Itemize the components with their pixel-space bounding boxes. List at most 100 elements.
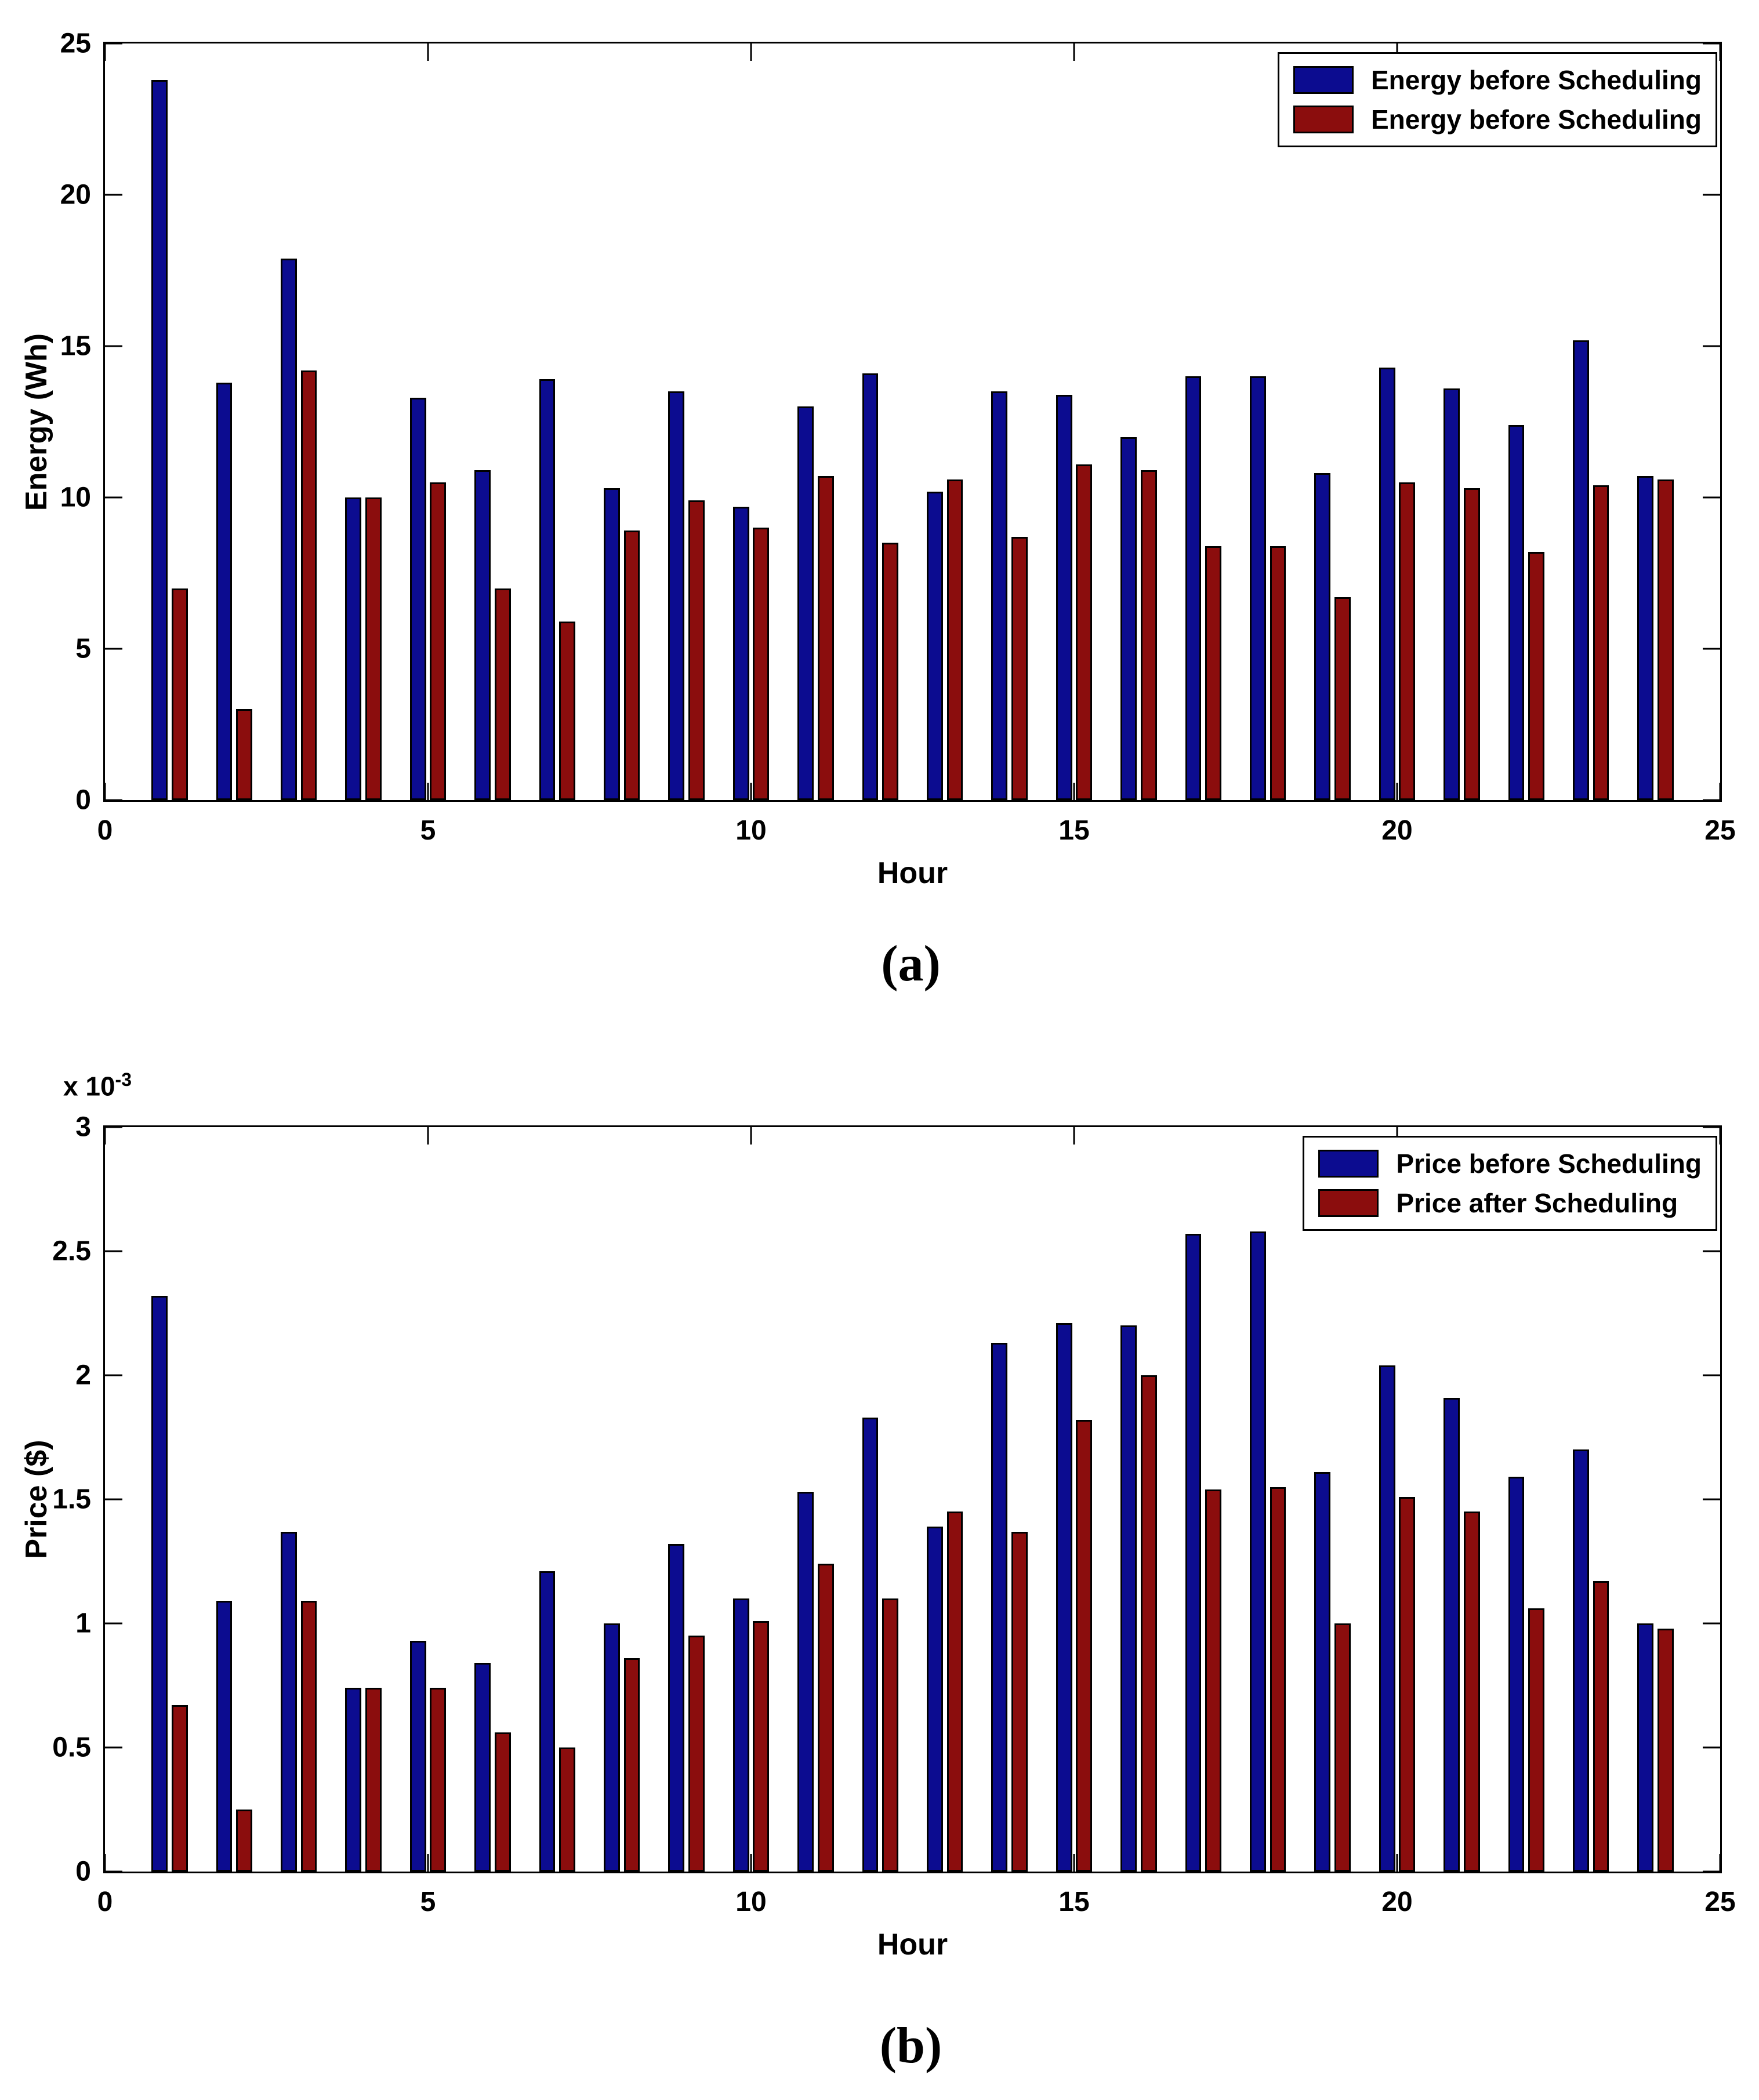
x-axis-tick bbox=[1719, 1127, 1721, 1145]
bar-b-hour4-after bbox=[365, 1688, 382, 1872]
bar-a-hour6-after bbox=[494, 588, 511, 800]
bar-b-hour19-after bbox=[1334, 1623, 1351, 1872]
y-axis-label-b: Price ($) bbox=[20, 1440, 53, 1559]
bar-a-hour12-after bbox=[882, 543, 898, 800]
legend-label: Price after Scheduling bbox=[1396, 1188, 1678, 1218]
y-tick-label: 0 bbox=[75, 784, 91, 816]
bar-b-hour8-before bbox=[604, 1623, 620, 1872]
bar-b-hour6-after bbox=[494, 1732, 511, 1872]
x-tick-label: 20 bbox=[1381, 815, 1413, 846]
y-tick-label: 0.5 bbox=[52, 1732, 91, 1763]
x-axis-tick bbox=[1719, 1854, 1721, 1872]
bar-b-hour16-after bbox=[1140, 1375, 1157, 1872]
x-tick-label: 5 bbox=[420, 1887, 436, 1917]
y-axis-tick bbox=[1703, 345, 1720, 347]
bar-a-hour13-after bbox=[946, 479, 963, 800]
x-axis-tick bbox=[427, 1854, 429, 1872]
bar-b-hour18-before bbox=[1250, 1231, 1266, 1872]
x-axis-tick bbox=[750, 1854, 752, 1872]
bar-a-hour12-before bbox=[862, 373, 879, 800]
bar-b-hour17-before bbox=[1185, 1234, 1202, 1872]
bar-a-hour24-after bbox=[1657, 479, 1674, 800]
legend-item: Price before Scheduling bbox=[1318, 1148, 1702, 1179]
bar-b-hour24-before bbox=[1637, 1623, 1654, 1872]
y-axis-tick bbox=[1703, 496, 1720, 499]
plot-area-b: x 10-3 Price ($) Hour Price before Sched… bbox=[20, 1069, 1736, 1961]
y-axis-tick bbox=[1703, 194, 1720, 196]
y-tick-label: 5 bbox=[75, 633, 91, 664]
bar-b-hour15-after bbox=[1076, 1420, 1093, 1872]
bar-b-hour15-before bbox=[1056, 1323, 1072, 1872]
bar-b-hour1-after bbox=[171, 1705, 188, 1872]
bar-a-hour17-before bbox=[1185, 376, 1202, 800]
x-tick-label: 25 bbox=[1704, 1887, 1736, 1917]
bar-a-hour16-after bbox=[1140, 470, 1157, 800]
bar-a-hour21-after bbox=[1463, 488, 1480, 800]
bar-a-hour3-after bbox=[300, 370, 317, 800]
bar-a-hour4-after bbox=[365, 497, 382, 800]
bar-a-hour18-before bbox=[1250, 376, 1266, 800]
panel-caption-a: (a) bbox=[881, 936, 941, 992]
y-tick-label: 10 bbox=[60, 482, 91, 513]
y-axis-tick bbox=[1703, 1250, 1720, 1252]
legend-label: Price before Scheduling bbox=[1396, 1149, 1702, 1179]
bar-a-hour14-after bbox=[1011, 536, 1028, 800]
bar-a-hour15-after bbox=[1076, 464, 1093, 800]
bar-a-hour8-after bbox=[623, 531, 640, 800]
y-axis-tick bbox=[105, 1622, 122, 1625]
bar-b-hour12-before bbox=[862, 1417, 879, 1872]
y-tick-label: 20 bbox=[60, 179, 91, 210]
bar-b-hour24-after bbox=[1657, 1628, 1674, 1872]
y-axis-tick bbox=[1703, 1126, 1720, 1128]
legend-a: Energy before Scheduling Energy before Sc… bbox=[1278, 52, 1717, 147]
y-tick-label: 0 bbox=[75, 1856, 91, 1887]
bar-b-hour14-before bbox=[991, 1343, 1008, 1872]
x-axis-tick bbox=[427, 1127, 429, 1145]
bar-b-hour23-before bbox=[1573, 1449, 1589, 1872]
bar-b-hour20-before bbox=[1379, 1365, 1395, 1872]
bar-a-hour10-before bbox=[732, 506, 749, 800]
exponent-base: x 10 bbox=[63, 1071, 115, 1102]
bar-b-hour6-before bbox=[474, 1663, 491, 1872]
bar-a-hour20-before bbox=[1379, 367, 1395, 800]
y-axis-tick bbox=[105, 1126, 122, 1128]
bar-b-hour2-before bbox=[216, 1601, 233, 1872]
x-axis-tick bbox=[427, 43, 429, 61]
bar-a-hour3-before bbox=[281, 258, 297, 800]
y-axis-tick bbox=[1703, 1870, 1720, 1873]
x-tick-label: 15 bbox=[1058, 815, 1090, 846]
x-tick-label: 15 bbox=[1058, 1887, 1090, 1917]
y-axis-label-a: Energy (Wh) bbox=[20, 333, 53, 511]
bar-b-hour23-after bbox=[1593, 1581, 1609, 1872]
bar-a-hour21-before bbox=[1444, 388, 1460, 800]
bar-b-hour9-before bbox=[668, 1544, 685, 1872]
bar-b-hour21-before bbox=[1444, 1397, 1460, 1872]
bar-a-hour4-before bbox=[345, 497, 362, 800]
bar-b-hour7-before bbox=[539, 1571, 556, 1872]
legend-item: Energy before Scheduling bbox=[1293, 64, 1702, 96]
x-axis-tick bbox=[1719, 783, 1721, 800]
bar-b-hour17-after bbox=[1205, 1489, 1221, 1872]
legend-swatch bbox=[1293, 106, 1354, 133]
x-tick-label: 0 bbox=[97, 1887, 113, 1917]
bar-a-hour9-before bbox=[668, 391, 685, 800]
x-tick-label: 10 bbox=[735, 1887, 767, 1917]
y-axis-tick bbox=[1703, 1622, 1720, 1625]
bar-a-hour14-before bbox=[991, 391, 1008, 800]
y-axis-tick bbox=[105, 1250, 122, 1252]
x-tick-label: 10 bbox=[735, 815, 767, 846]
bar-b-hour1-before bbox=[151, 1296, 168, 1872]
y-axis-tick bbox=[1703, 1374, 1720, 1376]
y-axis-tick bbox=[105, 1498, 122, 1500]
y-axis-tick bbox=[1703, 42, 1720, 45]
bar-a-hour1-after bbox=[171, 588, 188, 800]
x-axis-tick bbox=[750, 43, 752, 61]
y-axis-tick bbox=[105, 1746, 122, 1749]
bar-b-hour2-after bbox=[236, 1810, 252, 1872]
bar-b-hour11-after bbox=[817, 1564, 834, 1872]
bar-b-hour20-after bbox=[1399, 1496, 1416, 1872]
y-axis-tick bbox=[105, 496, 122, 499]
x-axis-tick bbox=[1073, 783, 1075, 800]
y-axis-tick bbox=[1703, 648, 1720, 650]
